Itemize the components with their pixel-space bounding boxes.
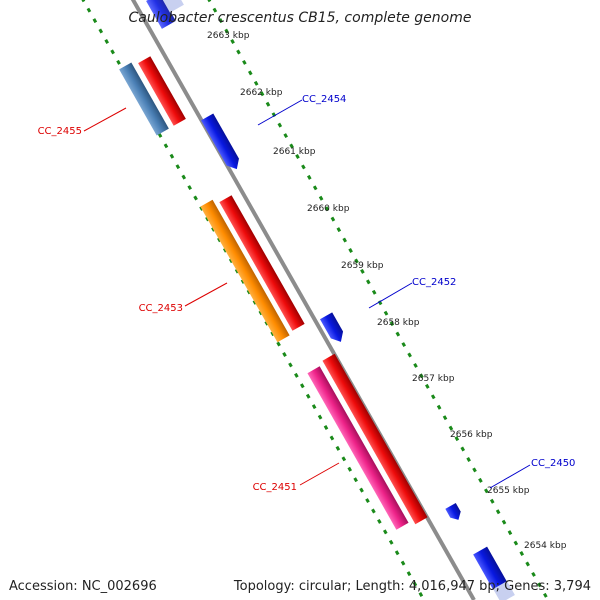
tick-label: 2658 kbp [377,318,420,328]
tick-label: 2655 kbp [487,486,530,496]
gene-cc2450 [445,502,461,520]
gene-reverse-red-1 [138,56,186,126]
gene-cc2454 [201,113,239,170]
gene-forward-bottom-faded [493,581,515,600]
leader-line-cc2454 [257,99,303,126]
tick-label: 2656 kbp [450,430,493,440]
gene-label-cc2451: CC_2451 [253,482,297,493]
gene-label-cc2453: CC_2453 [139,303,183,314]
leader-line-cc2451 [299,462,340,486]
gene-label-cc2455: CC_2455 [38,126,82,137]
gene-label-cc2450: CC_2450 [531,458,575,469]
gene-forward-top-faded [160,0,184,13]
gene-reverse-red-3 [322,353,428,525]
tick-label: 2661 kbp [273,147,316,157]
gene-cc2452 [319,312,344,342]
genome-summary-text: Topology: circular; Length: 4,016,947 bp… [233,579,591,594]
tick-label: 2659 kbp [341,261,384,271]
tick-label: 2654 kbp [524,541,567,551]
leader-line-cc2453 [184,282,228,307]
ruler-inner [81,0,426,600]
ruler-outer [207,0,550,600]
gene-cc2451 [307,366,409,530]
gene-label-cc2452: CC_2452 [412,277,456,288]
tick-label: 2660 kbp [307,204,350,214]
gene-label-cc2454: CC_2454 [302,94,346,105]
tick-label: 2663 kbp [207,31,250,41]
gene-forward-top-partial [146,0,176,29]
tick-label: 2657 kbp [412,374,455,384]
tick-label: 2662 kbp [240,88,283,98]
leader-line-cc2452 [368,282,413,309]
gene-forward-bottom-partial [473,546,507,590]
gene-cc2455 [119,62,169,136]
map-title: Caulobacter crescentus CB15, complete ge… [129,10,472,26]
gene-cc2453 [200,199,290,343]
accession-text: Accession: NC_002696 [9,579,157,594]
leader-line-cc2450 [489,464,531,489]
gene-reverse-red-2 [219,195,305,331]
leader-line-cc2455 [83,107,127,132]
